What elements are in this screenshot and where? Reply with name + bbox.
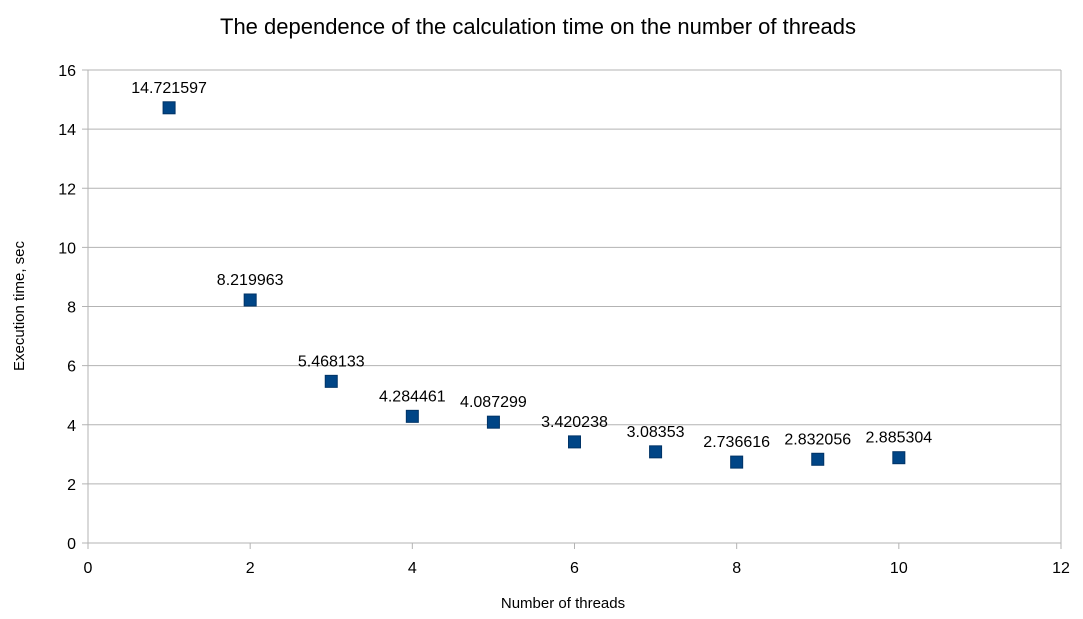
y-tick-label: 12	[58, 181, 76, 198]
y-tick-label: 14	[58, 122, 76, 139]
y-tick-label: 16	[58, 63, 76, 80]
data-label: 2.832056	[784, 431, 851, 448]
data-point	[486, 415, 500, 429]
data-label: 4.087299	[460, 394, 527, 411]
data-label: 14.721597	[131, 80, 207, 97]
data-point	[568, 435, 581, 449]
y-axis-label: Execution time, sec	[11, 240, 28, 371]
grid-lines	[88, 69, 1061, 544]
data-labels: 14.721597 8.219963 5.468133 4.284461 4.08729…	[131, 80, 932, 451]
data-point	[243, 293, 257, 307]
data-point	[649, 445, 663, 459]
x-tick-label: 6	[570, 560, 579, 577]
x-tick-label: 8	[732, 560, 741, 577]
y-tick-label: 4	[67, 418, 76, 435]
y-tick-label: 10	[58, 240, 76, 257]
data-point	[405, 409, 419, 423]
x-axis-label: Number of threads	[501, 595, 625, 612]
x-tick-label: 2	[246, 560, 255, 577]
data-point	[324, 374, 338, 388]
chart-title: The dependence of the calculation time o…	[220, 14, 856, 39]
x-tick-label: 4	[408, 560, 417, 577]
data-label: 4.284461	[379, 388, 446, 405]
y-tick-label: 2	[67, 477, 76, 494]
data-label: 8.219963	[217, 272, 284, 289]
data-point	[162, 101, 176, 115]
x-tick-labels: 0 2 4 6 8 10 12	[84, 560, 1070, 577]
data-point	[892, 451, 906, 465]
x-tick-label: 10	[890, 560, 908, 577]
y-tick-label: 6	[67, 359, 76, 376]
y-tick-labels: 0 2 4 6 8 10 12 14 16	[58, 63, 76, 553]
y-tick-label: 8	[67, 300, 76, 317]
x-tick-label: 0	[84, 560, 93, 577]
y-tick-label: 0	[67, 536, 76, 553]
data-label: 5.468133	[298, 353, 365, 370]
data-label: 2.736616	[703, 434, 770, 451]
data-label: 2.885304	[865, 430, 932, 447]
data-point	[811, 452, 825, 466]
x-tick-label: 12	[1052, 560, 1070, 577]
axes	[82, 69, 1062, 549]
data-label: 3.420238	[541, 414, 608, 431]
data-point	[730, 455, 744, 469]
data-label: 3.08353	[627, 424, 685, 441]
data-points	[162, 101, 906, 469]
